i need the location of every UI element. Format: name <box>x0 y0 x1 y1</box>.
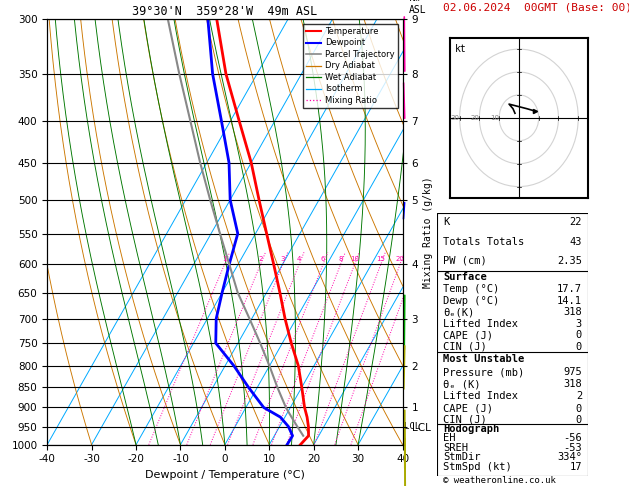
Text: 17.7: 17.7 <box>557 284 582 295</box>
Text: 02.06.2024  00GMT (Base: 00): 02.06.2024 00GMT (Base: 00) <box>443 2 629 12</box>
Text: 2: 2 <box>576 392 582 401</box>
Text: CIN (J): CIN (J) <box>443 342 487 352</box>
Text: 20: 20 <box>396 257 404 262</box>
Text: 975: 975 <box>564 367 582 377</box>
Text: Most Unstable: Most Unstable <box>443 354 525 364</box>
Text: 17: 17 <box>570 462 582 472</box>
Text: CAPE (J): CAPE (J) <box>443 403 493 414</box>
Text: StmDir: StmDir <box>443 452 481 462</box>
Text: 20: 20 <box>470 115 479 121</box>
Text: 22: 22 <box>570 218 582 227</box>
Text: θₑ(K): θₑ(K) <box>443 307 474 317</box>
Text: LCL: LCL <box>404 422 420 431</box>
Text: 0: 0 <box>576 403 582 414</box>
Text: 0: 0 <box>576 342 582 352</box>
Text: StmSpd (kt): StmSpd (kt) <box>443 462 512 472</box>
Text: PW (cm): PW (cm) <box>443 256 487 266</box>
Text: SREH: SREH <box>443 443 468 453</box>
Text: 0: 0 <box>576 330 582 340</box>
Title: 39°30'N  359°28'W  49m ASL: 39°30'N 359°28'W 49m ASL <box>132 5 318 18</box>
Text: Dewp (°C): Dewp (°C) <box>443 296 499 306</box>
Text: 10: 10 <box>490 115 499 121</box>
Text: Lifted Index: Lifted Index <box>443 319 518 329</box>
Text: km
ASL: km ASL <box>409 0 426 15</box>
Text: 15: 15 <box>376 257 386 262</box>
Text: 30: 30 <box>450 115 460 121</box>
Text: CIN (J): CIN (J) <box>443 415 487 425</box>
Text: -53: -53 <box>564 443 582 453</box>
Text: 3: 3 <box>281 257 285 262</box>
Text: Mixing Ratio (g/kg): Mixing Ratio (g/kg) <box>423 176 433 288</box>
Text: Temp (°C): Temp (°C) <box>443 284 499 295</box>
Text: Lifted Index: Lifted Index <box>443 392 518 401</box>
Text: 0: 0 <box>576 415 582 425</box>
Text: Pressure (mb): Pressure (mb) <box>443 367 525 377</box>
X-axis label: Dewpoint / Temperature (°C): Dewpoint / Temperature (°C) <box>145 470 305 480</box>
Legend: Temperature, Dewpoint, Parcel Trajectory, Dry Adiabat, Wet Adiabat, Isotherm, Mi: Temperature, Dewpoint, Parcel Trajectory… <box>303 24 398 108</box>
Text: EH: EH <box>443 434 455 443</box>
Text: Totals Totals: Totals Totals <box>443 237 525 246</box>
Text: 6: 6 <box>321 257 325 262</box>
Text: θₑ (K): θₑ (K) <box>443 380 481 389</box>
Text: 334°: 334° <box>557 452 582 462</box>
Text: Surface: Surface <box>443 272 487 282</box>
Text: 2: 2 <box>259 257 263 262</box>
Text: CAPE (J): CAPE (J) <box>443 330 493 340</box>
Text: 43: 43 <box>570 237 582 246</box>
Text: 3: 3 <box>576 319 582 329</box>
Text: 14.1: 14.1 <box>557 296 582 306</box>
Text: 1: 1 <box>222 257 227 262</box>
Text: © weatheronline.co.uk: © weatheronline.co.uk <box>443 476 556 485</box>
Text: 8: 8 <box>338 257 343 262</box>
Text: 4: 4 <box>297 257 301 262</box>
Text: 10: 10 <box>350 257 359 262</box>
Text: 318: 318 <box>564 307 582 317</box>
Text: K: K <box>443 218 450 227</box>
Text: kt: kt <box>455 44 467 54</box>
Text: Hodograph: Hodograph <box>443 424 499 434</box>
Text: 318: 318 <box>564 380 582 389</box>
Text: -56: -56 <box>564 434 582 443</box>
Text: 2.35: 2.35 <box>557 256 582 266</box>
